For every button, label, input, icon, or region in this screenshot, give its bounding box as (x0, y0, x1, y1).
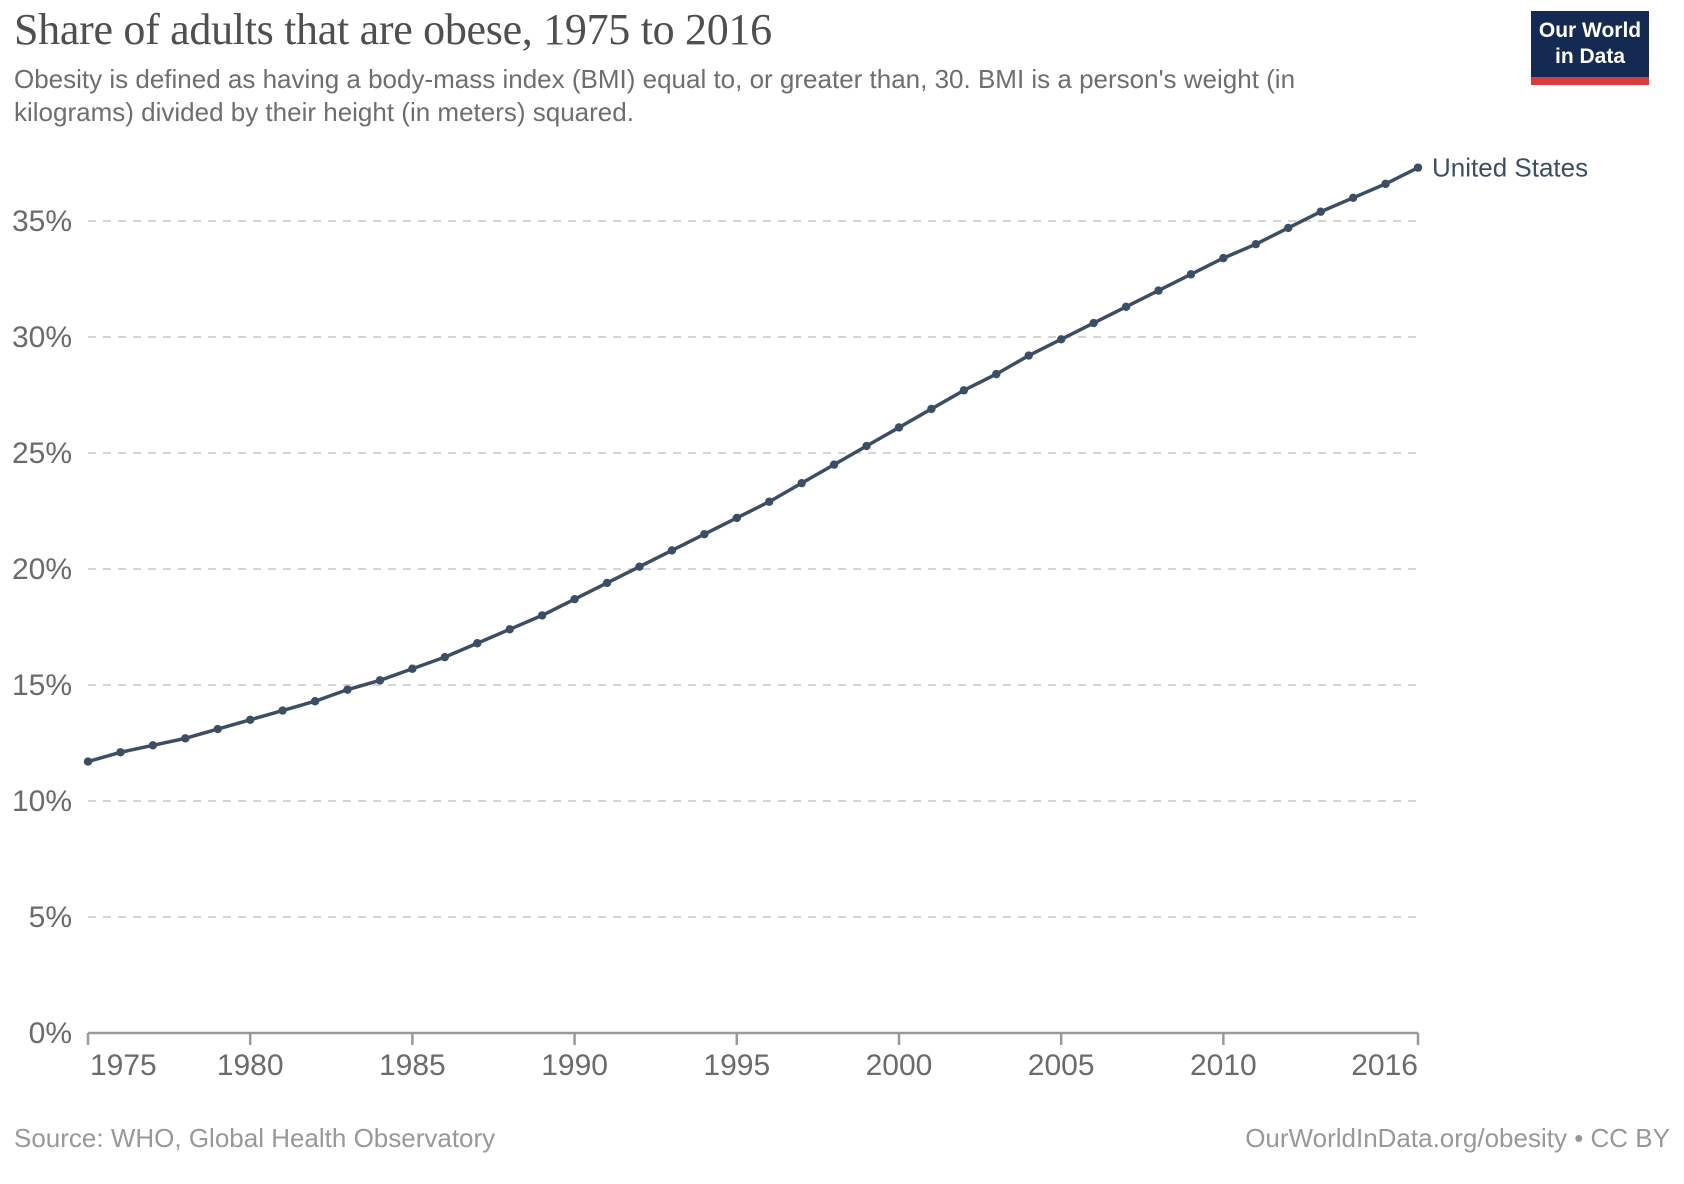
data-point (1348, 193, 1358, 202)
y-axis-label: 20% (12, 553, 72, 586)
data-line-united-states (86, 165, 1420, 764)
data-point (732, 513, 741, 523)
owid-logo-line1: Our World (1538, 19, 1642, 42)
owid-logo-red-strip (1531, 77, 1649, 85)
x-axis-label: 2016 (1351, 1049, 1418, 1082)
data-point (148, 741, 158, 750)
data-point (635, 562, 644, 571)
data-point (83, 757, 93, 766)
data-point (116, 748, 125, 757)
data-point (1251, 240, 1261, 249)
y-axis-label: 35% (12, 205, 72, 238)
attribution-note: OurWorldInData.org/obesity • CC BY (1245, 1123, 1670, 1153)
y-axis-label: 0% (29, 1017, 72, 1050)
x-axis-label: 1985 (379, 1049, 446, 1082)
data-point (537, 611, 547, 620)
x-axis-label: 1975 (90, 1049, 157, 1082)
data-point (829, 460, 839, 469)
data-point (700, 530, 709, 539)
y-axis-label: 5% (29, 901, 72, 934)
owid-logo-text: Our World in Data (1531, 11, 1649, 77)
data-point (213, 724, 222, 734)
x-axis-label: 2010 (1190, 1049, 1257, 1082)
y-axis-label: 10% (12, 785, 72, 818)
data-point (473, 639, 482, 648)
data-point (1316, 207, 1325, 216)
data-point (1186, 270, 1196, 279)
data-point (310, 697, 320, 706)
data-point (894, 423, 904, 432)
y-axis-label: 25% (12, 437, 72, 470)
data-point (602, 578, 612, 588)
data-point (1121, 302, 1131, 312)
x-axis-label: 1980 (217, 1049, 284, 1082)
source-note: Source: WHO, Global Health Observatory (14, 1123, 496, 1153)
data-point (505, 625, 514, 634)
data-point (245, 715, 255, 724)
data-point (278, 706, 287, 715)
data-point (862, 441, 871, 451)
data-point (1413, 163, 1423, 172)
page-title: Share of adults that are obese, 1975 to … (14, 5, 772, 54)
owid-logo-line2: in Data (1554, 45, 1625, 68)
x-axis-label: 1995 (703, 1049, 770, 1082)
data-point (343, 685, 352, 694)
x-axis-label: 2000 (866, 1049, 933, 1082)
data-point (1024, 351, 1033, 360)
data-point (959, 386, 969, 395)
data-point (1154, 286, 1163, 295)
data-point (440, 652, 450, 662)
data-point (667, 546, 677, 555)
data-point (408, 664, 417, 673)
y-axis-label: 15% (12, 669, 72, 702)
data-point (765, 497, 774, 506)
data-point (1056, 335, 1066, 344)
y-axis-label: 30% (12, 321, 72, 354)
series-label-united-states: United States (1432, 153, 1588, 183)
data-point (1219, 253, 1228, 263)
data-point (570, 594, 579, 604)
data-point (992, 369, 1001, 379)
data-point (1089, 318, 1098, 328)
data-point (927, 404, 936, 414)
data-point (1381, 179, 1390, 189)
data-point (181, 734, 190, 743)
x-axis-label: 1990 (541, 1049, 608, 1082)
data-point (1284, 223, 1293, 233)
data-point (797, 478, 806, 488)
x-axis-label: 2005 (1028, 1049, 1095, 1082)
owid-logo: Our World in Data (1531, 11, 1649, 85)
data-point (375, 676, 385, 685)
chart-subtitle: Obesity is defined as having a body-mass… (14, 64, 1296, 127)
